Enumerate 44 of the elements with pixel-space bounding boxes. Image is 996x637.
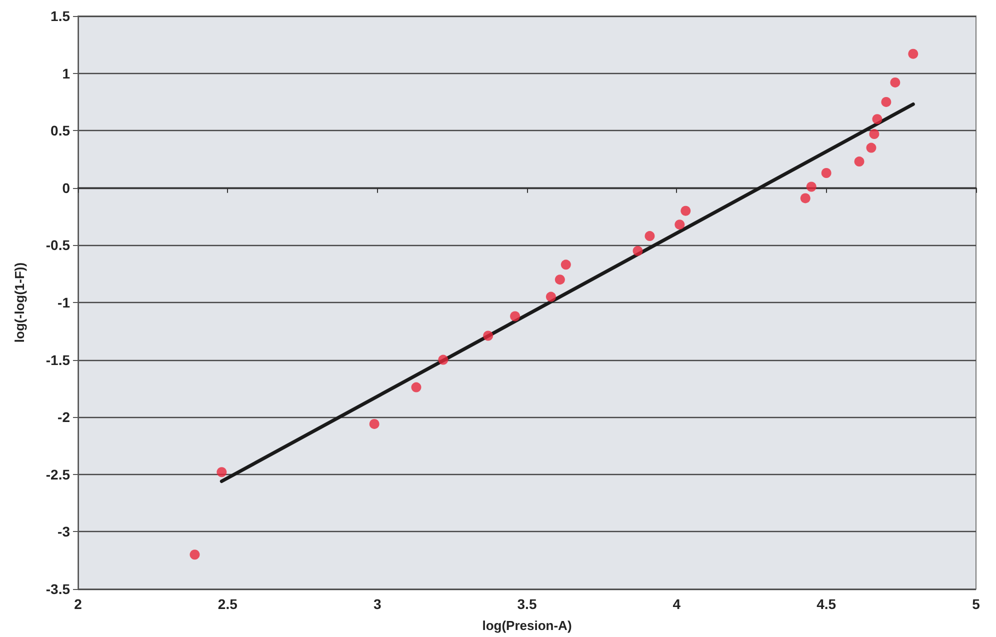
point	[554, 274, 565, 285]
point	[644, 231, 655, 242]
y-tick-label: 0.5	[50, 122, 70, 139]
y-tick-label: 1.5	[50, 8, 70, 24]
x-tick-label: 2	[74, 596, 82, 612]
point	[821, 168, 832, 178]
x-tick-label: 3.5	[517, 596, 537, 612]
point	[908, 48, 918, 59]
x-tick-label: 4	[672, 596, 681, 612]
point	[680, 206, 691, 216]
point	[560, 260, 571, 270]
point	[674, 220, 685, 230]
y-tick-label: 1	[62, 65, 70, 82]
y-tick-label: -2.5	[46, 466, 70, 482]
point	[483, 330, 494, 341]
x-tick-label: 2.5	[218, 596, 238, 612]
point	[438, 354, 448, 365]
x-tick-label: 3	[373, 596, 382, 612]
point	[869, 129, 880, 140]
y-tick-label: -3	[58, 524, 70, 540]
point	[866, 142, 876, 153]
y-tick-label: -2	[58, 409, 70, 426]
y-tick-label: -3.5	[46, 581, 70, 597]
y-tick-label: -1	[58, 294, 70, 310]
x-tick-label: 5	[972, 596, 980, 612]
point	[632, 246, 643, 256]
y-tick-label: -1.5	[46, 352, 70, 368]
point	[216, 467, 227, 478]
point	[890, 77, 900, 88]
point	[411, 382, 422, 392]
point	[881, 96, 892, 107]
y-tick-label: 0	[62, 180, 70, 196]
point	[806, 182, 816, 192]
point	[510, 311, 520, 322]
point	[190, 550, 200, 560]
point	[800, 193, 810, 204]
point	[854, 156, 864, 167]
point	[546, 292, 556, 302]
x-axis-title: log(Presion-A)	[482, 618, 572, 633]
point	[369, 418, 380, 429]
y-tick-label: -0.5	[46, 237, 70, 254]
x-tick-label: 4.5	[816, 596, 836, 612]
point	[872, 114, 882, 124]
y-axis-title: log(-log(1-F))	[12, 262, 27, 343]
